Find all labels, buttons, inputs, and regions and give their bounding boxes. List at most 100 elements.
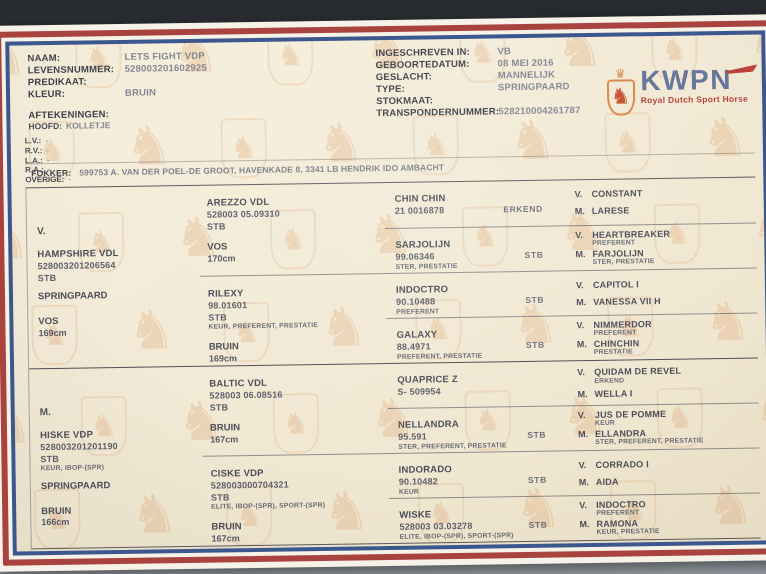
horse-height: 167cm bbox=[210, 434, 239, 445]
horse-height: 170cm bbox=[207, 253, 236, 264]
horse-predicates: KEUR, IBOP-(SPR) bbox=[40, 464, 105, 473]
role-label: M. bbox=[578, 428, 589, 440]
field-value: 528210004261787 bbox=[498, 105, 581, 118]
pedigree-cell-gg-grandparents: V. CONSTANT M. LARESE bbox=[562, 178, 756, 226]
field-value: VB bbox=[497, 46, 512, 58]
pedigree-cell-grandparent: RILEXY 98.01601 STB KEUR, PREFERENT, PRE… bbox=[199, 273, 388, 366]
horse-predicates: KEUR, PRESTATIE bbox=[596, 528, 660, 537]
pedigree-cell-great-grandparent: GALAXY 88.4971 PREFERENT, PRESTATIE STB bbox=[386, 315, 566, 364]
horse-name: CORRADO I bbox=[595, 459, 649, 470]
info-panel: NAAM: LETS FIGHT VDP LEVENSNUMMER: 5280032… bbox=[23, 43, 757, 185]
horse-height: 169cm bbox=[38, 327, 67, 339]
horse-name: FARJOLIJN bbox=[592, 248, 644, 259]
horse-name: CAPITOL I bbox=[592, 279, 639, 290]
gg-sire: V. CONSTANT bbox=[574, 187, 751, 200]
gg-dam: M. ELLANDRA STER, PREFERENT, PRESTATIE bbox=[578, 426, 755, 447]
field-row: TRANSPONDERNUMMER: 528210004261787 bbox=[376, 105, 580, 120]
horse-height: 166cm bbox=[41, 517, 70, 528]
gg-dam: M. AIDA bbox=[579, 474, 756, 487]
gg-dam: M. LARESE bbox=[575, 204, 752, 217]
gg-sire: V. CORRADO I bbox=[579, 458, 756, 471]
lion-shield-icon: ♞ bbox=[606, 79, 635, 116]
field-value: SPRINGPAARD bbox=[497, 81, 570, 94]
horse-name: CHINCHIN bbox=[593, 338, 640, 349]
kwpn-logo: ♛ ♞ KWPN Royal Dutch Sport Horse bbox=[606, 64, 749, 116]
field-value: 08 MEI 2016 bbox=[497, 57, 554, 70]
field-value: 528003201602925 bbox=[124, 62, 207, 75]
certificate-paper: ♞ ♞ ♞ ♞ ♞ ♞ ♞ ♞ ♞ ♞ ♞ ♞ ♞ ♞ ♞ ♞ ♞ ♞ ♞ ♞ ♞ ♞ ♞ ♞ ♞ ♞ ♞ ♞ ♞ ♞ ♞ ♞ ♞ ♞ ♞ ♞ ♞ ♞ ♞ ♞… bbox=[0, 14, 766, 572]
pedigree-cell-great-grandparent: QUAPRICE Z S- 509954 bbox=[387, 360, 566, 409]
studbook-status: STB bbox=[527, 429, 547, 440]
crown-icon: ♛ bbox=[614, 66, 626, 81]
field-label: L.V.: bbox=[24, 136, 42, 146]
role-label: V. bbox=[576, 319, 585, 330]
horse-name: RAMONA bbox=[596, 518, 639, 529]
horse-name: LARESE bbox=[591, 205, 630, 217]
horse-name: VANESSA VII H bbox=[593, 295, 661, 307]
horse-name: NIMMERDOR bbox=[593, 318, 652, 330]
pedigree-cell-gg-grandparents: V. NIMMERDOR PREFERENT M. CHINCHIN PRESTATIE bbox=[564, 312, 758, 361]
pedigree-cell-grandparent: CISKE VDP 528003000704321 STB ELITE, IBO… bbox=[202, 453, 390, 546]
field-value: BRUIN bbox=[124, 87, 157, 99]
gg-sire: V. HEARTBREAKER PREFERENT bbox=[575, 227, 752, 248]
role-label: M. bbox=[579, 518, 590, 530]
horse-name: QUIDAM DE REVEL bbox=[594, 366, 682, 378]
role-label: M. bbox=[39, 407, 51, 419]
horse-predicates: STER, PREFERENT, PRESTATIE bbox=[595, 437, 704, 447]
role-label: V. bbox=[577, 367, 585, 378]
pedigree-cell-gg-grandparents: V. HEARTBREAKER PREFERENT M. FARJOLIJN STER,… bbox=[563, 222, 757, 271]
pedigree-cell-gg-grandparents: V. JUS DE POMME KEUR M. ELLANDRA STER, PREFE… bbox=[565, 402, 760, 451]
role-label: V. bbox=[579, 499, 587, 510]
gg-dam: M. RAMONA KEUR, PRESTATIE bbox=[579, 516, 756, 537]
studbook-status: ERKEND bbox=[503, 203, 543, 215]
horse-name: INDOCTRO bbox=[596, 498, 646, 510]
pedigree-cell-great-grandparent: WISKE 528003 03.03278 ELITE, IBOP-(SPR),… bbox=[389, 495, 568, 544]
pedigree-cell-gg-grandparents: V. INDOCTRO PREFERENT M. RAMONA KEUR, PRESTA… bbox=[567, 492, 761, 541]
field-value: KOLLETJE bbox=[65, 120, 111, 131]
horse-name: JUS DE POMME bbox=[594, 408, 667, 420]
pedigree-cell-great-grandparent: NELLANDRA 95.591 STER, PREFERENT, PRESTA… bbox=[387, 405, 567, 454]
horse-name: ELLANDRA bbox=[595, 428, 647, 439]
role-label: M. bbox=[576, 296, 587, 307]
pedigree-cell-sire: V. HAMPSHIRE VDL 528003201206564 STB SPR… bbox=[26, 186, 201, 369]
certificate-content: NAAM: LETS FIGHT VDP LEVENSNUMMER: 5280032… bbox=[9, 34, 766, 551]
kwpn-tagline: Royal Dutch Sport Horse bbox=[640, 93, 749, 106]
gg-sire: V. INDOCTRO PREFERENT bbox=[579, 497, 756, 518]
pedigree-cell-dam: M. HISKE VDP 528003201201190 STB KEUR, I… bbox=[29, 365, 204, 549]
gg-sire: V. CAPITOL I bbox=[576, 278, 753, 291]
role-label: V. bbox=[574, 189, 583, 200]
gg-sire: V. JUS DE POMME KEUR bbox=[578, 407, 755, 428]
horse-predicates: ELITE, IBOP-(SPR), SPORT-(SPR) bbox=[399, 531, 514, 541]
horse-name: HEARTBREAKER bbox=[592, 228, 671, 240]
pedigree-cell-great-grandparent: CHIN CHIN 21 0016878 ERKEND bbox=[384, 180, 563, 228]
field-value: MANNELIJK bbox=[497, 69, 556, 82]
gg-dam: M. CHINCHIN PRESTATIE bbox=[577, 336, 754, 357]
horse-height: 167cm bbox=[211, 532, 240, 544]
pedigree-cell-grandparent: BALTIC VDL 528003 06.08516 STB BRUIN 167… bbox=[201, 363, 389, 456]
horse-predicates: STER, PRESTATIE bbox=[592, 258, 655, 267]
field-value: - bbox=[45, 136, 49, 146]
horse-predicates: PRESTATIE bbox=[593, 348, 633, 357]
pedigree-cell-gg-grandparents: V. CORRADO I M. AIDA bbox=[566, 447, 761, 496]
info-right-column: INGESCHREVEN IN: VB GEBOORTEDATUM: 08 MEI … bbox=[375, 45, 580, 120]
studbook-status: STB bbox=[528, 519, 548, 530]
breeder-value: 599753 A. VAN DER POEL-DE GROOT, HAVENKA… bbox=[79, 162, 445, 178]
role-label: M. bbox=[574, 206, 585, 217]
studbook-status: STB bbox=[525, 294, 545, 305]
pedigree-cell-great-grandparent: INDOCTRO 90.10488 PREFERENT STB bbox=[385, 270, 565, 319]
pedigree-cell-great-grandparent: INDORADO 90.10482 KEUR STB bbox=[388, 450, 568, 499]
frame-blue-stripe: ♞ ♞ ♞ ♞ ♞ ♞ ♞ ♞ ♞ ♞ ♞ ♞ ♞ ♞ ♞ ♞ ♞ ♞ ♞ ♞ ♞ ♞ ♞ ♞ ♞ ♞ ♞ ♞ ♞ ♞ ♞ ♞ ♞ ♞ ♞ ♞ ♞ ♞ ♞ ♞… bbox=[5, 30, 766, 556]
role-label: V. bbox=[575, 229, 583, 240]
role-label: V. bbox=[36, 226, 46, 238]
field-label: R.V.: bbox=[24, 145, 43, 156]
role-label: M. bbox=[575, 248, 586, 260]
pedigree-cell-gg-grandparents: V. QUIDAM DE REVEL ERKEND M. WELLA I bbox=[565, 357, 759, 406]
gg-dam: M. VANESSA VII H bbox=[576, 294, 753, 307]
pedigree-cell-grandparent: AREZZO VDL 528003 05.09310 STB VOS 170cm bbox=[198, 183, 385, 276]
role-label: M. bbox=[576, 338, 587, 350]
horse-type: SPRINGPAARD bbox=[37, 290, 108, 303]
field-label: TRANSPONDERNUMMER: bbox=[376, 106, 500, 120]
horse-predicates: ERKEND bbox=[594, 377, 625, 385]
lion-icon: ♞ bbox=[610, 84, 631, 110]
